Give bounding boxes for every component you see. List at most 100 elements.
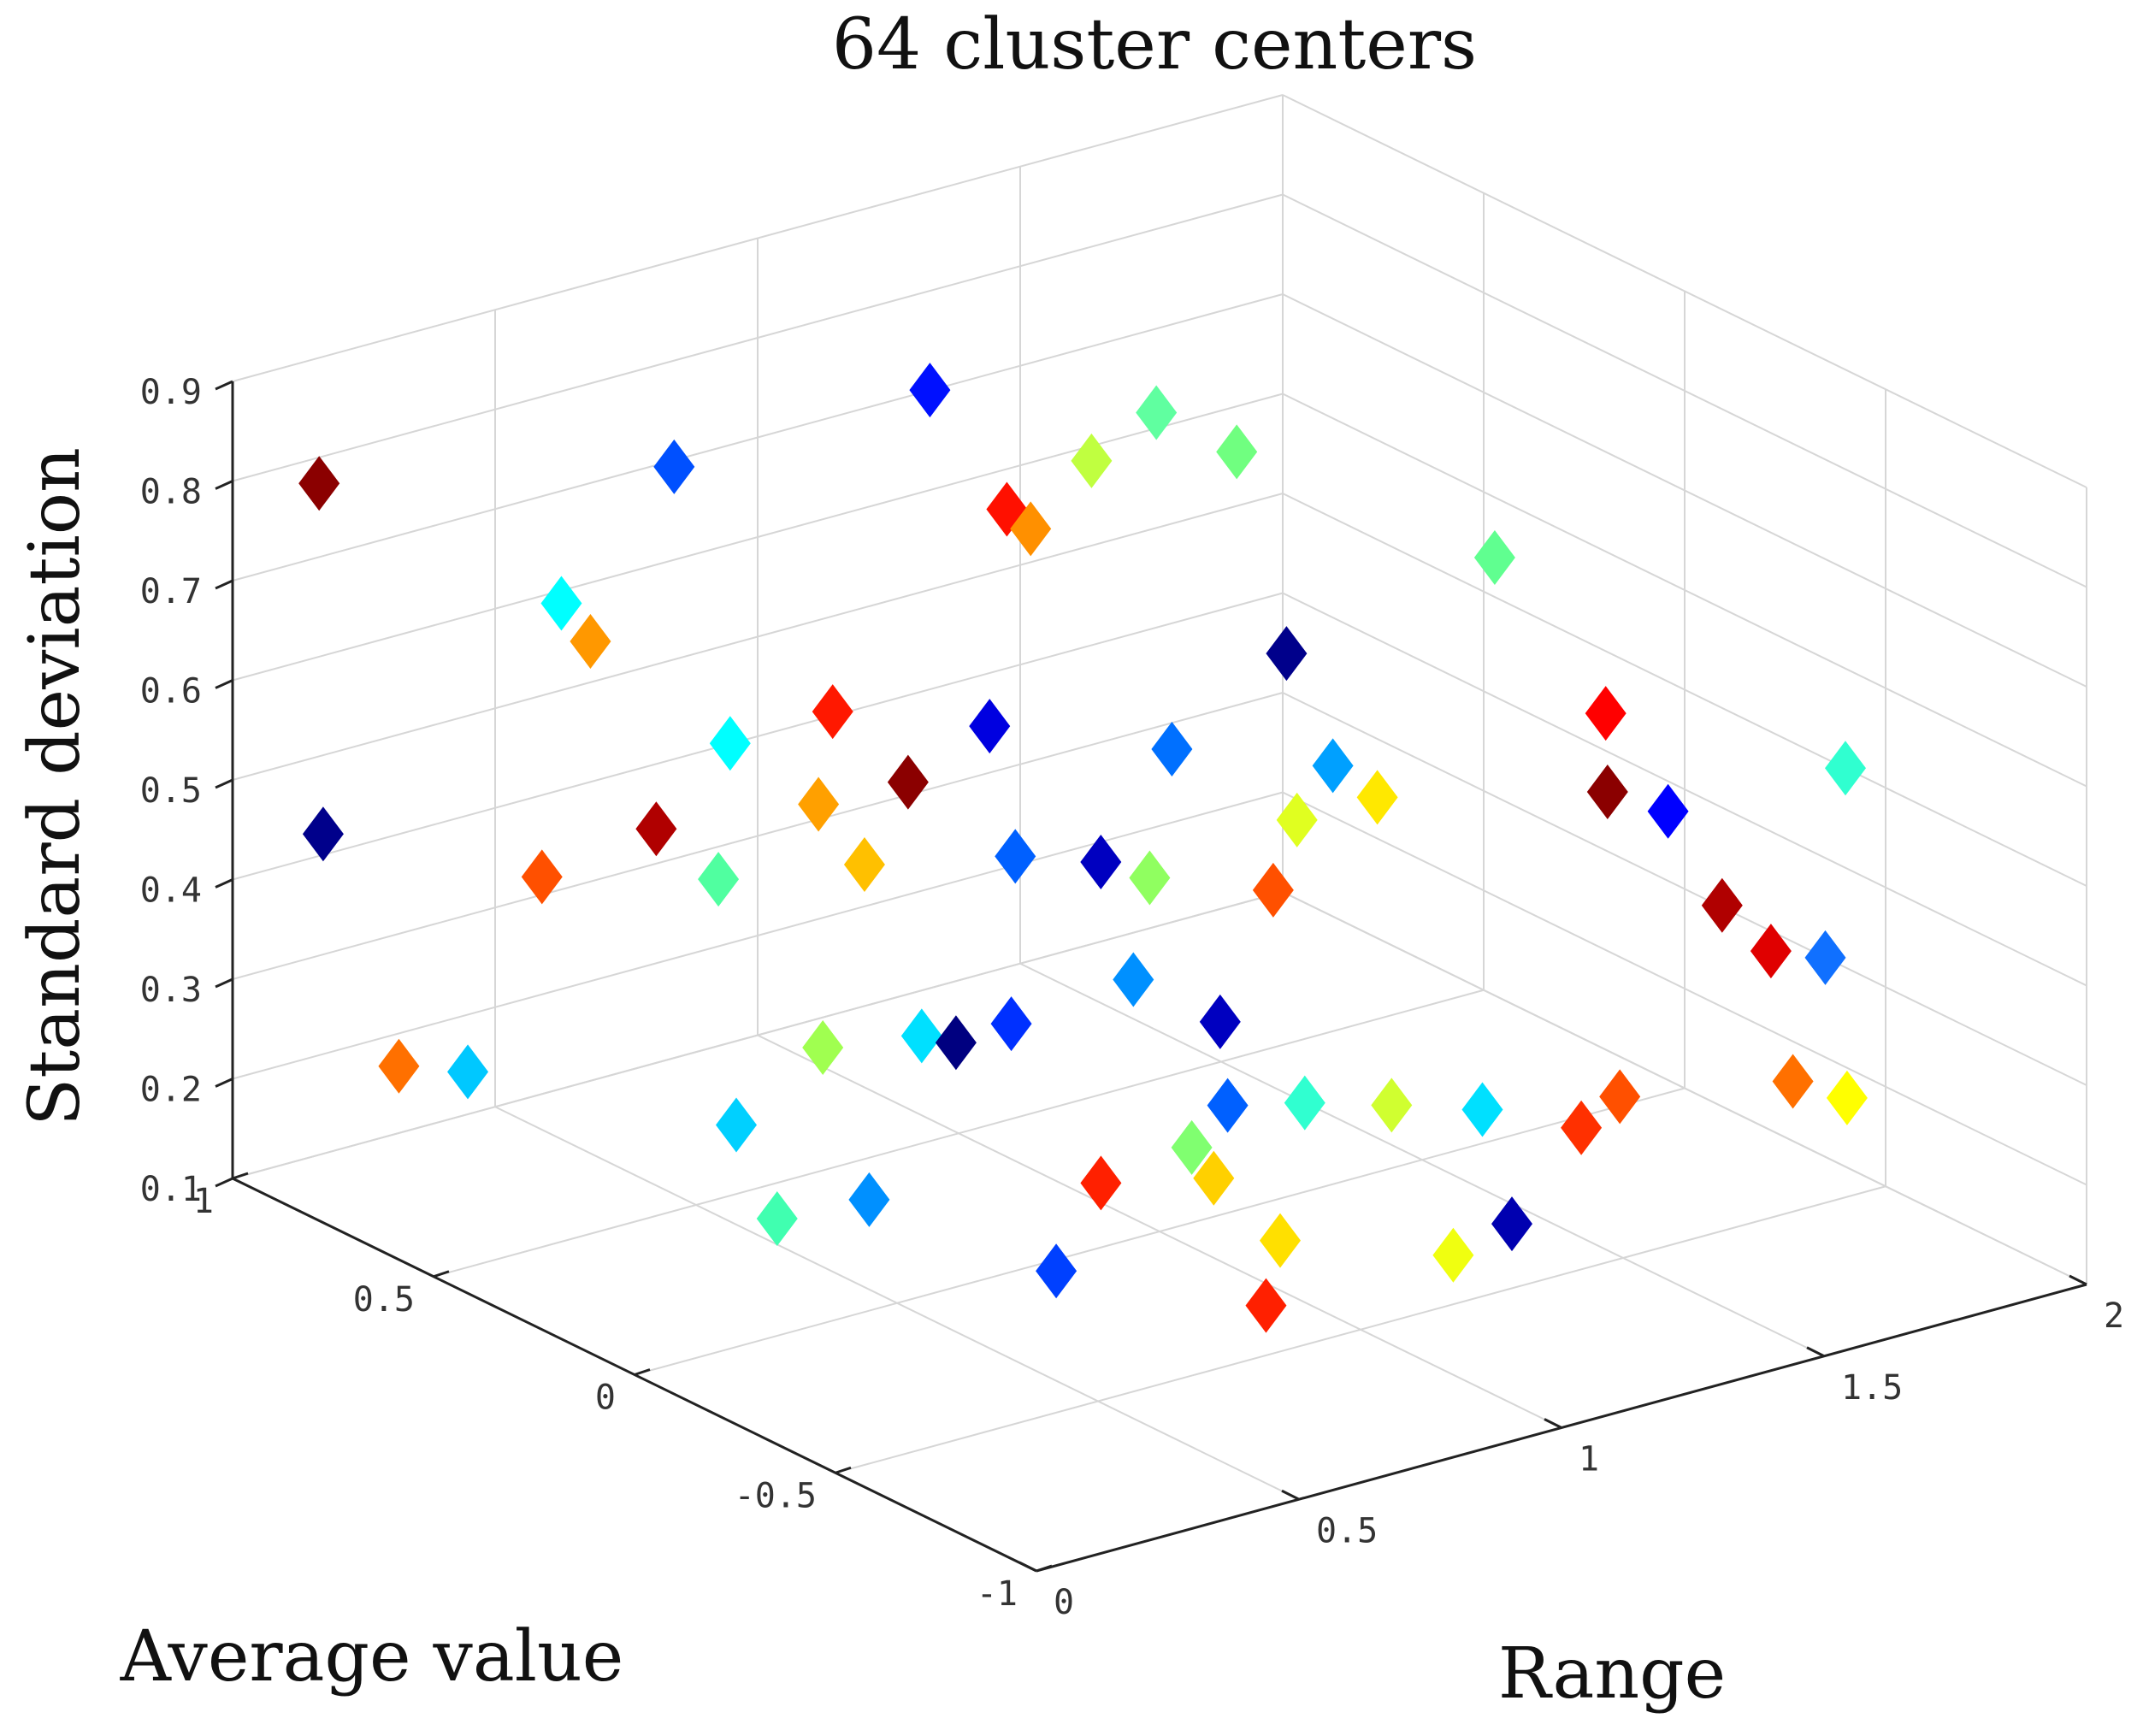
x-tick-label: 0 — [595, 1379, 616, 1418]
x-tick-label: -1 — [977, 1574, 1018, 1614]
data-point — [756, 1191, 798, 1247]
data-point — [653, 439, 695, 494]
data-point — [1473, 529, 1515, 585]
data-point — [1586, 764, 1628, 819]
wall-gridline — [1282, 493, 2087, 887]
x-tick-label: 1 — [193, 1182, 214, 1221]
wall-gridline — [232, 891, 1284, 1179]
data-point — [1491, 1196, 1532, 1252]
data-point — [1432, 1227, 1474, 1283]
wall-gridline — [1282, 293, 2087, 688]
data-point — [570, 614, 611, 670]
data-point — [1804, 930, 1846, 985]
wall-gridline — [1282, 592, 2087, 987]
data-point — [1772, 1054, 1814, 1109]
data-point — [1036, 1243, 1077, 1299]
x-tick-mark — [1036, 1564, 1053, 1573]
y-tick-label: 1 — [1579, 1440, 1599, 1479]
x-tick-mark — [634, 1368, 651, 1376]
data-point — [1276, 792, 1318, 847]
data-point — [1284, 1075, 1325, 1131]
data-point — [1750, 924, 1792, 979]
data-point — [298, 456, 340, 511]
floor-gridline — [494, 1106, 1300, 1501]
wall-gridline — [1282, 891, 2087, 1285]
data-point — [1825, 741, 1866, 796]
x-tick-label: 0.5 — [353, 1280, 415, 1320]
data-point — [1207, 1078, 1249, 1133]
y-tick-label: 1.5 — [1841, 1368, 1903, 1408]
z-tick-mark — [215, 878, 233, 889]
data-point — [1010, 501, 1052, 557]
z-tick-mark — [215, 1078, 233, 1088]
wall-gridline — [232, 293, 1284, 582]
data-point — [1561, 1100, 1603, 1155]
x-tick-mark — [835, 1466, 852, 1474]
z-tick-mark — [215, 1177, 233, 1188]
wall-gridline — [232, 193, 1284, 482]
axes — [215, 380, 2087, 1573]
y-tick-mark — [2069, 1274, 2087, 1286]
data-point — [1113, 952, 1154, 1007]
z-tick-label: 0.4 — [140, 871, 202, 911]
z-tick-mark — [215, 579, 233, 590]
data-point — [1199, 994, 1241, 1049]
data-point — [378, 1038, 420, 1094]
data-point — [447, 1044, 489, 1100]
data-point — [1193, 1150, 1235, 1206]
data-point — [1216, 424, 1258, 480]
y-tick-mark — [1281, 1489, 1300, 1501]
data-point — [302, 806, 344, 862]
wall-gridline — [232, 692, 1284, 980]
data-point — [698, 852, 740, 907]
data-point — [1245, 1278, 1287, 1333]
z-tick-mark — [215, 977, 233, 989]
wall-gridline — [232, 493, 1284, 781]
data-point — [1826, 1070, 1868, 1125]
data-point — [521, 849, 563, 905]
data-point — [995, 829, 1036, 884]
data-point — [969, 699, 1011, 754]
y-tick-mark — [1018, 1561, 1037, 1573]
data-point — [1080, 835, 1122, 890]
data-point — [1129, 850, 1171, 906]
data-point — [1585, 686, 1627, 741]
data-point — [848, 1172, 890, 1227]
data-point — [1080, 1155, 1122, 1211]
floor-gridline — [1019, 962, 1825, 1357]
data-point — [1266, 626, 1308, 682]
wall-gridline — [1282, 393, 2087, 788]
data-point — [990, 996, 1032, 1052]
data-point — [900, 1008, 942, 1064]
wall-gridline — [1282, 692, 2087, 1086]
wall-gridline — [1282, 193, 2087, 588]
data-point — [1647, 783, 1689, 839]
z-tick-label: 0.9 — [140, 373, 202, 412]
data-point — [887, 754, 929, 810]
z-tick-mark — [215, 380, 233, 391]
data-point — [1701, 877, 1743, 933]
y-axis-title: Range — [1498, 1633, 1726, 1715]
data-point — [1312, 738, 1354, 794]
data-point — [716, 1097, 757, 1153]
data-point — [812, 684, 853, 740]
z-tick-mark — [215, 480, 233, 490]
wall-gridline — [232, 393, 1284, 682]
data-point — [1252, 862, 1294, 918]
wall-gridline — [1282, 791, 2087, 1186]
z-tick-label: 0.6 — [140, 672, 202, 712]
wall-gridline — [232, 592, 1284, 881]
data-point — [909, 363, 951, 418]
chart-title: 64 cluster centers — [832, 4, 1477, 86]
y-tick-label: 0 — [1054, 1583, 1074, 1622]
y-tick-label: 2 — [2104, 1296, 2124, 1336]
data-point — [1171, 1119, 1213, 1175]
x-tick-mark — [433, 1270, 450, 1278]
x-axis-title: Average value — [120, 1616, 624, 1698]
z-tick-mark — [215, 679, 233, 689]
y-tick-mark — [1544, 1418, 1562, 1429]
floor-gridline — [757, 1034, 1562, 1429]
data-point — [1371, 1078, 1413, 1133]
data-point — [1356, 770, 1398, 825]
z-axis-title: Standard deviation — [15, 447, 96, 1126]
